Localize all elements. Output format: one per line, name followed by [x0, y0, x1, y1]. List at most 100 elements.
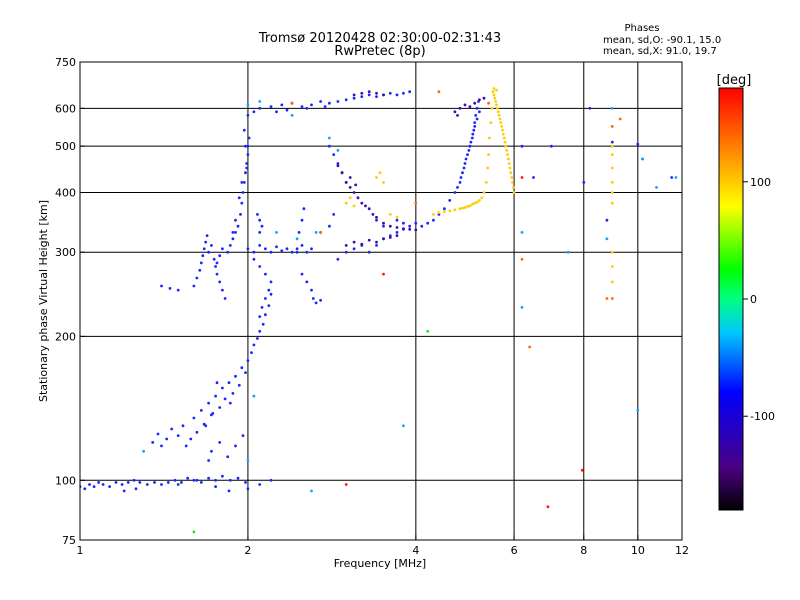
scatter-point — [297, 231, 301, 234]
scatter-point — [319, 100, 322, 103]
scatter-point — [375, 218, 378, 222]
scatter-point — [323, 105, 327, 108]
scatter-point — [382, 237, 385, 241]
scatter-point — [375, 91, 378, 95]
scatter-point — [344, 250, 348, 254]
scatter-point — [241, 434, 245, 437]
scatter-point — [382, 93, 385, 97]
scatter-point — [234, 374, 237, 378]
scatter-point — [314, 231, 318, 234]
scatter-point — [348, 196, 352, 200]
scatter-point — [426, 329, 430, 333]
scatter-point — [495, 103, 498, 107]
scatter-point — [501, 132, 505, 136]
scatter-point — [269, 280, 273, 284]
scatter-point — [122, 489, 126, 493]
scatter-point — [610, 144, 614, 148]
scatter-point — [319, 298, 322, 302]
scatter-point — [210, 449, 213, 453]
y-tick-label: 100 — [55, 474, 76, 487]
scatter-point — [223, 397, 227, 401]
scatter-point — [300, 105, 304, 108]
scatter-point — [260, 224, 264, 228]
scatter-point — [471, 132, 475, 136]
colorbar — [718, 87, 744, 511]
scatter-point — [258, 106, 262, 110]
scatter-point — [352, 93, 356, 97]
scatter-point — [507, 157, 510, 161]
scatter-point — [310, 288, 313, 292]
scatter-point — [402, 221, 405, 225]
scatter-point — [511, 186, 515, 189]
scatter-point — [474, 114, 478, 117]
scatter-point — [215, 261, 219, 265]
scatter-point — [414, 201, 418, 205]
scatter-point — [459, 176, 463, 179]
scatter-point — [211, 412, 215, 415]
scatter-point — [201, 254, 205, 258]
scatter-point — [468, 204, 472, 208]
scatter-point — [395, 234, 399, 238]
scatter-point — [120, 483, 124, 486]
scatter-point — [195, 430, 199, 434]
scatter-point — [244, 171, 247, 175]
scatter-point — [170, 427, 174, 431]
scatter-point — [231, 231, 235, 234]
y-axis-label: Stationary phase Virtual Height [km] — [37, 200, 50, 402]
scatter-point — [382, 221, 385, 225]
scatter-point — [456, 114, 459, 117]
scatter-point — [506, 153, 509, 157]
scatter-point — [242, 128, 246, 132]
y-tick-label: 300 — [55, 246, 76, 259]
scatter-point — [101, 483, 105, 486]
chart-title: Tromsø 20120428 02:30:00-02:31:43 — [258, 31, 501, 46]
y-tick-label: 75 — [62, 534, 76, 547]
scatter-point — [610, 201, 614, 205]
scatter-point — [275, 110, 278, 114]
scatter-point — [258, 100, 262, 103]
scatter-point — [234, 444, 237, 448]
scatter-point — [246, 359, 250, 362]
scatter-point — [488, 136, 491, 140]
scatter-point — [487, 153, 490, 157]
scatter-point — [264, 272, 267, 276]
scatter-point — [453, 208, 457, 212]
scatter-point — [215, 381, 219, 385]
scatter-point — [348, 186, 352, 189]
scatter-point — [258, 231, 262, 234]
scatter-point — [469, 140, 473, 144]
scatter-point — [239, 213, 242, 216]
scatter-point — [236, 476, 240, 480]
scatter-point — [269, 105, 273, 108]
scatter-point — [246, 114, 250, 117]
scatter-point — [269, 250, 273, 254]
scatter-point — [234, 231, 237, 234]
phases-line-x: mean, sd,X: 91.0, 19.7 — [603, 46, 717, 57]
scatter-point — [352, 96, 356, 100]
scatter-point — [497, 114, 501, 117]
y-tick-label: 600 — [55, 102, 76, 115]
scatter-point — [160, 483, 163, 486]
scatter-point — [360, 242, 364, 246]
scatter-point — [420, 224, 424, 228]
scatter-point — [142, 449, 146, 453]
scatter-point — [437, 211, 441, 215]
scatter-point — [261, 322, 265, 326]
scatter-point — [226, 250, 230, 254]
scatter-point — [285, 247, 289, 251]
scatter-point — [494, 100, 497, 103]
phases-box-title: Phases — [624, 23, 659, 34]
scatter-point — [489, 121, 493, 124]
scatter-point — [610, 140, 614, 144]
colorbar-tick-label: -100 — [750, 410, 775, 423]
scatter-point — [475, 117, 479, 121]
scatter-point — [505, 149, 509, 152]
scatter-point — [244, 481, 247, 484]
scatter-point — [204, 424, 208, 428]
scatter-point — [305, 250, 309, 254]
scatter-point — [482, 96, 486, 100]
scatter-point — [305, 280, 309, 284]
scatter-point — [336, 164, 340, 168]
scatter-point — [482, 191, 486, 194]
scatter-point — [605, 237, 609, 241]
